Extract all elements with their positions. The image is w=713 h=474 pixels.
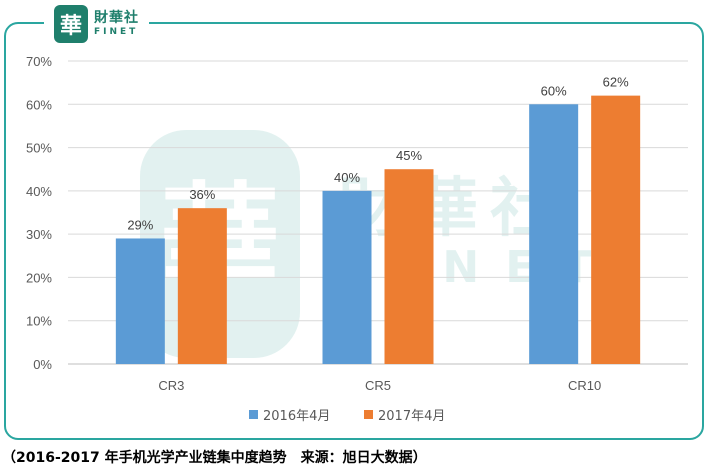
x-tick-label: CR5 [365,378,391,393]
legend-swatch [364,410,373,419]
legend: 2016年4月 2017年4月 [249,409,445,424]
bar-cr5-series-1 [322,190,372,364]
data-labels: 29% 36% 40% 45% 60% 62% [127,75,629,233]
gridlines [68,60,688,365]
bar-cr5-series-2 [384,169,434,364]
y-tick-label: 10% [26,314,52,329]
legend-label: 2017年4月 [378,409,445,424]
data-label: 40% [334,170,360,185]
data-label: 60% [541,83,567,98]
legend-swatch [249,410,258,419]
y-tick-label: 30% [26,227,52,242]
bar-cr3-series-1 [115,238,165,364]
x-axis-ticks: CR3 CR5 CR10 [158,378,601,393]
figure-caption: （2016-2017 年手机光学产业链集中度趋势 来源：旭日大数据） [2,450,427,466]
bar-cr3-series-2 [177,208,227,364]
bars [115,95,641,365]
y-axis-ticks: 0% 10% 20% 30% 40% 50% 60% 70% [26,54,52,372]
y-tick-label: 40% [26,184,52,199]
y-tick-label: 20% [26,270,52,285]
finet-logo: 華 財華社 FINET [44,4,149,44]
x-tick-label: CR3 [158,378,184,393]
logo-text: 財華社 FINET [94,11,139,37]
y-tick-label: 0% [33,357,52,372]
bar-cr10-series-1 [529,104,579,365]
logo-seal: 華 [54,5,88,43]
y-tick-label: 70% [26,54,52,69]
x-tick-label: CR10 [568,378,601,393]
data-label: 36% [189,187,215,202]
logo-name-en: FINET [94,27,139,37]
data-label: 62% [603,75,629,90]
legend-label: 2016年4月 [263,409,330,424]
logo-name-cn: 財華社 [94,10,139,26]
y-tick-label: 60% [26,97,52,112]
y-tick-label: 50% [26,141,52,156]
data-label: 45% [396,148,422,163]
data-label: 29% [127,217,153,232]
bar-cr10-series-2 [591,95,641,364]
